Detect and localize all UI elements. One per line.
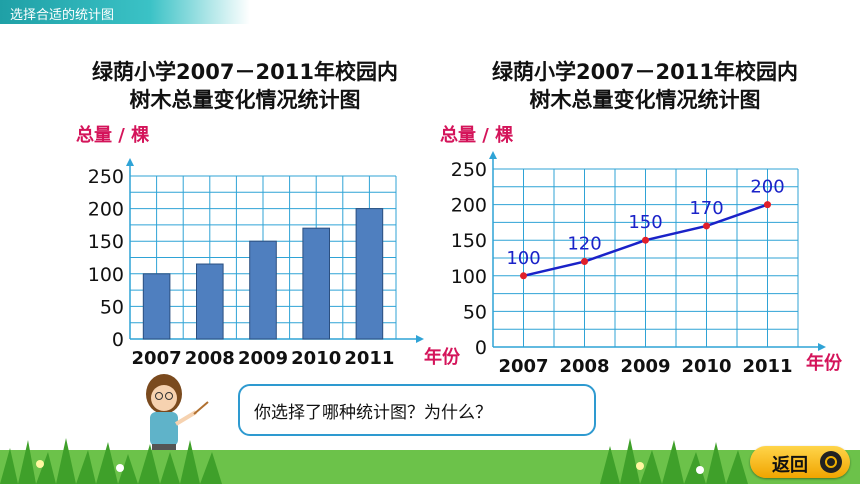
bar-chart-ytick-label: 250 <box>88 166 124 188</box>
line-chart-data-label: 150 <box>628 212 662 233</box>
bar-chart-y-axis-arrow <box>126 158 134 166</box>
bar-chart-xlabel: 年份 <box>424 346 461 368</box>
bar-chart-title-line-1: 绿荫小学2007－2011年校园内 <box>92 60 398 84</box>
line-chart-point <box>581 258 588 266</box>
line-chart-data-label: 170 <box>689 198 723 219</box>
bar-chart-title-line-2: 树木总量变化情况统计图 <box>129 88 361 112</box>
line-chart-ytick-label: 100 <box>451 266 487 288</box>
line-chart-xtick-label: 2009 <box>620 356 670 377</box>
bar-chart-bar <box>196 263 224 340</box>
bar-chart-xtick-label: 2009 <box>238 348 288 369</box>
line-chart-ylabel: 总量 / 棵 <box>440 124 513 146</box>
bar-chart-ytick-label: 100 <box>88 264 124 286</box>
back-button[interactable]: 返回 <box>750 446 850 478</box>
back-circle-icon <box>820 451 842 473</box>
bar-chart-title: 绿荫小学2007－2011年校园内 树木总量变化情况统计图 <box>60 58 430 114</box>
line-chart-ytick-label: 50 <box>463 301 487 323</box>
grass-decoration <box>0 438 860 484</box>
line-chart-ytick-label: 0 <box>475 337 487 359</box>
line-chart-title-line-1: 绿荫小学2007－2011年校园内 <box>492 60 798 84</box>
line-chart-xtick-label: 2010 <box>681 356 731 377</box>
bar-chart-bar <box>355 208 384 340</box>
line-chart: 0 50 100 150 200 250 2007 2008 2009 2010 2011 100 12… <box>451 151 826 377</box>
bar-chart-ylabel: 总量 / 棵 <box>76 124 149 146</box>
line-chart-title: 绿荫小学2007－2011年校园内 树木总量变化情况统计图 <box>460 58 830 114</box>
question-text: 你选择了哪种统计图？为什么？ <box>254 403 492 423</box>
line-chart-point <box>764 201 771 209</box>
bar-chart-ytick-label: 150 <box>88 231 124 253</box>
line-chart-point <box>703 222 710 230</box>
bar-chart-ytick-label: 50 <box>100 296 124 318</box>
bar-chart-bar <box>249 240 277 340</box>
line-chart-xtick-label: 2008 <box>559 356 609 377</box>
bar-chart-bar <box>302 227 330 340</box>
bar-chart-xtick-label: 2007 <box>132 348 182 369</box>
bar-chart-ytick-label: 0 <box>112 329 124 351</box>
question-bubble: 你选择了哪种统计图？为什么？ <box>238 384 596 436</box>
line-chart-title-line-2: 树木总量变化情况统计图 <box>529 88 761 112</box>
bar-chart-xtick-label: 2010 <box>291 348 341 369</box>
line-chart-ytick-label: 200 <box>451 195 487 217</box>
line-chart-xtick-label: 2011 <box>742 356 792 377</box>
bar-chart-xtick-label: 2011 <box>344 348 394 369</box>
line-chart-ytick-label: 150 <box>451 230 487 252</box>
header-bar: 选择合适的统计图 <box>0 0 250 24</box>
line-chart-x-axis-arrow <box>818 343 826 351</box>
line-chart-data-label: 200 <box>750 177 784 198</box>
line-chart-ytick-label: 250 <box>451 159 487 181</box>
line-chart-data-label: 120 <box>567 234 601 255</box>
line-chart-data-label: 100 <box>506 248 540 269</box>
back-button-label: 返回 <box>772 455 808 476</box>
bar-chart-ytick-label: 200 <box>88 199 124 221</box>
line-chart-xtick-label: 2007 <box>498 356 548 377</box>
breadcrumb: 选择合适的统计图 <box>10 8 115 23</box>
line-chart-xlabel: 年份 <box>806 352 843 374</box>
bar-chart-bar <box>142 273 171 340</box>
bar-chart: 0 50 100 150 200 250 2007 2008 2009 2010 2011 <box>88 158 424 369</box>
bar-chart-x-axis-arrow <box>416 335 424 343</box>
bar-chart-xtick-label: 2008 <box>185 348 235 369</box>
line-chart-point <box>520 272 527 280</box>
line-chart-y-axis-arrow <box>489 151 497 159</box>
line-chart-point <box>642 236 649 244</box>
